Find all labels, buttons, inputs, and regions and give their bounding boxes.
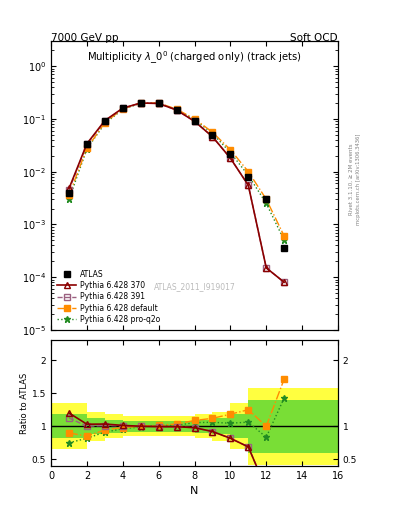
Text: Rivet 3.1.10, ≥ 2M events: Rivet 3.1.10, ≥ 2M events (349, 143, 354, 215)
Text: ATLAS_2011_I919017: ATLAS_2011_I919017 (154, 282, 235, 291)
Text: mcplots.cern.ch [arXiv:1306.3436]: mcplots.cern.ch [arXiv:1306.3436] (356, 134, 361, 225)
Text: Soft QCD: Soft QCD (290, 33, 338, 44)
Text: Multiplicity $\lambda\_0^0$ (charged only) (track jets): Multiplicity $\lambda\_0^0$ (charged onl… (87, 50, 302, 66)
Legend: ATLAS, Pythia 6.428 370, Pythia 6.428 391, Pythia 6.428 default, Pythia 6.428 pr: ATLAS, Pythia 6.428 370, Pythia 6.428 39… (55, 267, 163, 326)
Text: 7000 GeV pp: 7000 GeV pp (51, 33, 119, 44)
Y-axis label: Ratio to ATLAS: Ratio to ATLAS (20, 372, 29, 434)
X-axis label: N: N (190, 486, 199, 496)
